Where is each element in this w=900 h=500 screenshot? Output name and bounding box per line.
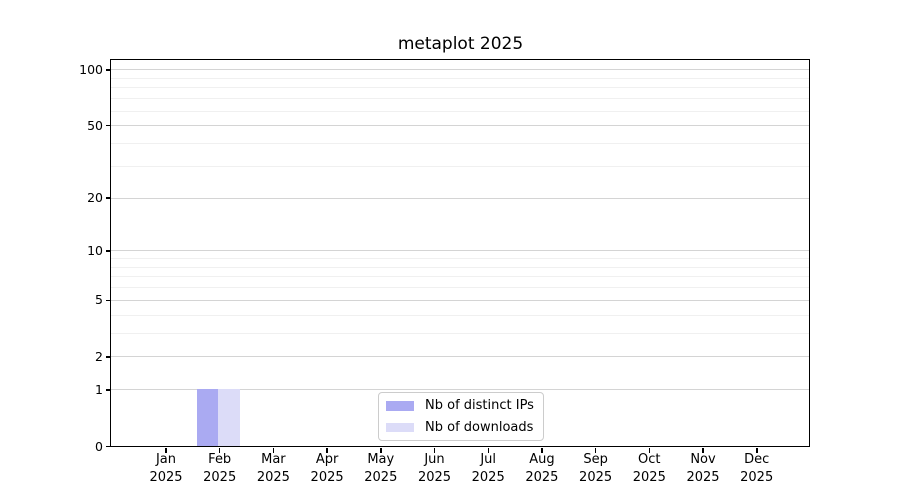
legend-entry-distinct-ips: Nb of distinct IPs [379,398,543,413]
x-tick-label-nov: Nov 2025 [671,451,735,486]
legend-swatch-downloads [386,422,414,432]
y-tick-label-5: 5 [95,292,103,308]
x-tick-label-dec: Dec 2025 [725,451,789,486]
x-tick-month: Mar [261,452,286,467]
x-tick-mark-feb [218,448,221,453]
x-tick-mark-jan [165,448,167,453]
y-tick-label-1: 1 [95,381,103,397]
major-gridline-y2 [111,356,809,358]
x-tick-mark-jul [487,448,489,453]
y-tick-mark-2 [105,356,110,358]
y-tick-mark-50 [105,124,110,127]
minor-gridline-y9 [111,258,809,260]
major-gridline-y50 [111,125,809,127]
bar-nb-of-downloads-feb [218,389,241,446]
chart-title: metaplot 2025 [397,34,524,54]
x-tick-mark-oct [648,448,650,453]
x-tick-year: 2025 [525,469,559,485]
x-tick-mark-may [380,448,382,453]
legend-label-distinct-ips: Nb of distinct IPs [425,398,534,414]
x-tick-month: Aug [529,452,555,467]
y-tick-label-10: 10 [87,242,103,258]
x-tick-label-may: May 2025 [349,451,413,486]
x-tick-label-apr: Apr 2025 [295,451,359,486]
x-tick-month: Sep [583,452,608,467]
x-tick-year: 2025 [686,469,720,485]
y-tick-mark-0 [105,445,110,448]
x-tick-month: Oct [638,452,661,467]
minor-gridline-y30 [111,165,809,167]
major-gridline-y1 [111,389,809,391]
x-tick-month: Feb [208,452,232,467]
legend-entry-downloads: Nb of downloads [379,420,543,435]
x-tick-label-sep: Sep 2025 [564,451,628,486]
minor-gridline-y90 [111,77,809,79]
minor-gridline-y40 [111,143,809,144]
x-tick-mark-apr [326,448,328,453]
x-tick-mark-sep [594,448,597,453]
y-tick-mark-10 [105,250,110,252]
y-tick-mark-100 [105,69,110,71]
minor-gridline-y4 [111,314,809,316]
x-tick-year: 2025 [310,469,344,485]
x-tick-label-oct: Oct 2025 [617,451,681,486]
major-gridline-y10 [111,250,809,252]
legend-swatch-distinct-ips [386,401,414,411]
x-tick-year: 2025 [364,469,398,485]
y-tick-mark-5 [105,299,110,301]
x-tick-label-jun: Jun 2025 [403,451,467,486]
x-tick-year: 2025 [203,469,237,485]
x-tick-year: 2025 [579,469,613,485]
x-tick-month: Jun [424,452,445,467]
minor-gridline-y6 [111,287,809,289]
major-gridline-y100 [111,69,809,71]
y-tick-mark-20 [105,197,110,199]
x-tick-year: 2025 [632,469,666,485]
y-tick-label-0: 0 [95,438,103,454]
legend: Nb of distinct IPs Nb of downloads [378,392,544,441]
y-tick-label-50: 50 [87,117,103,133]
x-tick-mark-aug [541,448,543,453]
x-tick-label-mar: Mar 2025 [241,451,305,486]
y-tick-label-100: 100 [79,61,103,77]
x-tick-label-jan: Jan 2025 [134,451,198,486]
minor-gridline-y60 [111,110,809,112]
y-tick-label-20: 20 [87,190,103,206]
minor-gridline-y3 [111,332,809,334]
bar-nb-of-distinct-ips-feb [196,389,219,446]
x-tick-mark-nov [702,448,704,453]
minor-gridline-y80 [111,87,809,89]
major-gridline-y20 [111,197,809,199]
x-tick-month: Jul [480,452,497,467]
x-tick-label-jul: Jul 2025 [456,451,520,486]
minor-gridline-y8 [111,266,809,268]
x-tick-mark-jun [433,448,436,453]
x-tick-month: Apr [315,452,339,467]
y-tick-mark-1 [105,389,110,391]
major-gridline-y5 [111,299,809,301]
x-tick-month: Nov [690,452,716,467]
minor-gridline-y7 [111,276,809,278]
x-tick-year: 2025 [740,469,774,485]
x-tick-month: Dec [744,452,770,467]
x-tick-mark-mar [272,448,275,453]
x-tick-year: 2025 [149,469,183,485]
x-tick-month: May [367,452,395,467]
legend-label-downloads: Nb of downloads [425,419,534,435]
minor-gridline-y70 [111,98,809,100]
x-tick-year: 2025 [417,469,452,485]
x-tick-year: 2025 [471,469,505,485]
x-tick-label-feb: Feb 2025 [188,451,252,486]
x-tick-label-aug: Aug 2025 [510,451,574,486]
x-tick-mark-dec [756,448,758,453]
plot-area [110,59,810,447]
x-tick-month: Jan [155,452,177,467]
x-tick-year: 2025 [256,469,290,485]
y-tick-label-2: 2 [95,348,103,364]
